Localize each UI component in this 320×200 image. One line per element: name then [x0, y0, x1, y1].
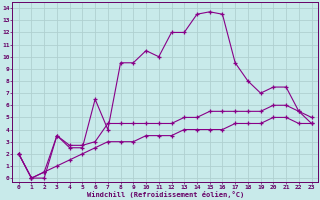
- X-axis label: Windchill (Refroidissement éolien,°C): Windchill (Refroidissement éolien,°C): [86, 191, 244, 198]
